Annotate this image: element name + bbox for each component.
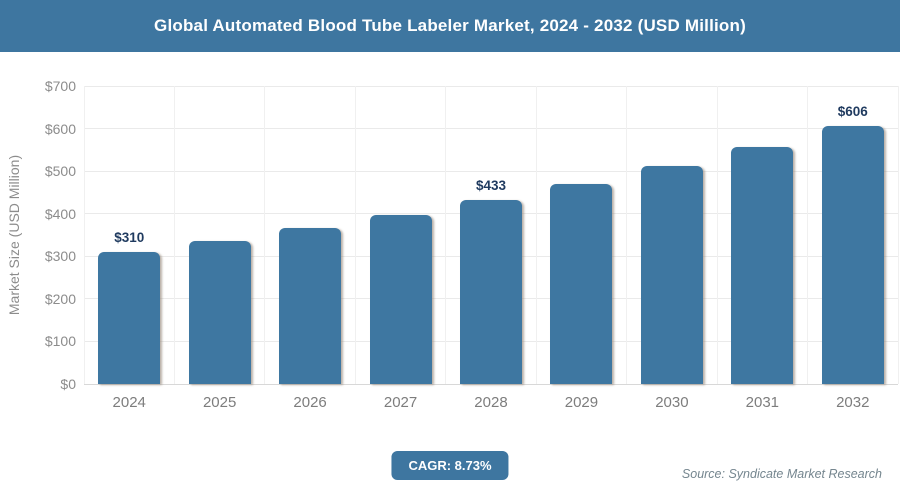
gridline-vertical: [83, 86, 85, 384]
y-tick-label: $400: [44, 205, 76, 222]
x-tick-label: 2025: [202, 394, 237, 411]
gridline-vertical: [897, 86, 899, 384]
y-tick-label: $700: [44, 78, 76, 94]
chart-title-bar: Global Automated Blood Tube Labeler Mark…: [0, 0, 900, 52]
y-tick-label: $300: [44, 248, 76, 265]
gridline-horizontal: [84, 128, 898, 130]
bar-value-label: $606: [837, 104, 868, 120]
bar-value-label: $310: [114, 230, 145, 246]
x-tick-label: 2026: [293, 394, 327, 411]
y-tick-label: $600: [44, 120, 76, 137]
plot-area: $310 $433 $606: [83, 85, 899, 385]
y-tick-label: $200: [44, 290, 76, 307]
gridline-vertical: [626, 86, 628, 384]
bar-2030: [640, 166, 703, 384]
gridline-horizontal: [84, 85, 898, 87]
x-tick-label: 2024: [112, 394, 146, 411]
x-tick-label: 2029: [564, 394, 599, 411]
x-tick-label: 2032: [836, 394, 870, 411]
bar-2026: [279, 228, 342, 384]
x-tick-label: 2031: [745, 394, 780, 411]
y-axis-title: Market Size (USD Million): [6, 154, 22, 316]
gridline-horizontal: [84, 383, 898, 385]
chart-title: Global Automated Blood Tube Labeler Mark…: [154, 16, 746, 35]
y-tick-label: $0: [60, 376, 76, 392]
gridline-horizontal: [84, 170, 898, 172]
gridline-vertical: [173, 86, 175, 384]
bar-2032: [821, 126, 884, 384]
x-tick-label: 2027: [383, 394, 418, 411]
gridline-vertical: [445, 86, 447, 384]
gridline-vertical: [716, 86, 718, 384]
bar-2024: [98, 252, 161, 384]
bar-2031: [731, 146, 794, 384]
bar-2028: [460, 199, 522, 384]
x-tick-label: 2030: [655, 394, 689, 411]
gridline-vertical: [807, 86, 809, 384]
bar-2027: [369, 214, 432, 384]
y-tick-label: $500: [44, 163, 76, 180]
source-text: Source: Syndicate Market Research: [681, 467, 882, 481]
gridline-vertical: [535, 86, 537, 384]
bar-2025: [188, 240, 251, 384]
x-tick-label: 2028: [474, 394, 508, 411]
cagr-badge: CAGR: 8.73%: [391, 451, 509, 480]
y-tick-label: $100: [44, 333, 76, 350]
bar-value-label: $433: [475, 177, 506, 193]
bar-2029: [550, 183, 613, 384]
gridline-vertical: [354, 86, 356, 384]
gridline-vertical: [264, 86, 266, 384]
